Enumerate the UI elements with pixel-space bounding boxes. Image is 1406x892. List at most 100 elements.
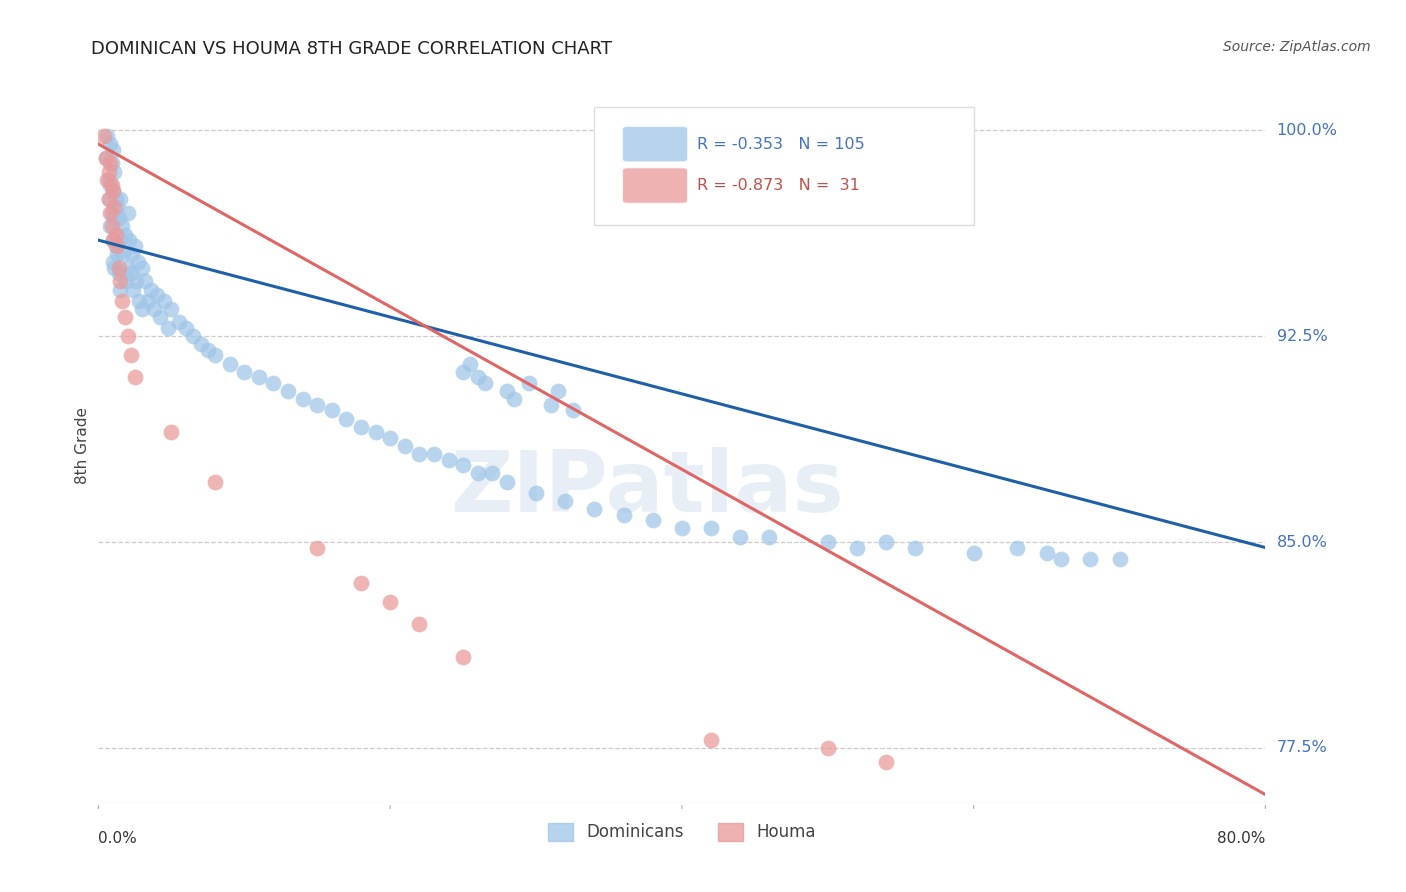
Point [321,403,343,417]
Y-axis label: 8th Grade: 8th Grade [75,408,90,484]
Point [481,467,503,481]
Point [98,178,121,193]
Point [103,164,125,178]
Point [120,266,142,280]
Point [730,530,752,544]
Point [120,348,142,362]
Point [1108,551,1130,566]
Point [451,365,474,379]
Point [758,530,780,544]
Point [101,184,124,198]
Point [149,310,172,324]
Point [96,128,118,143]
Point [181,329,204,343]
Text: 0.0%: 0.0% [98,830,138,846]
Point [408,447,430,461]
FancyBboxPatch shape [595,107,973,225]
Point [100,219,122,234]
Point [105,247,128,261]
Point [547,384,569,398]
Point [350,576,373,591]
Point [1007,541,1029,555]
Point [335,411,357,425]
Point [98,219,121,234]
Point [122,283,145,297]
Point [408,617,430,632]
Point [561,403,583,417]
Point [98,137,121,152]
Point [467,467,489,481]
Point [167,316,190,330]
Point [817,535,839,549]
Point [350,419,373,434]
Point [134,274,156,288]
Point [380,431,402,445]
Point [197,343,219,357]
Point [233,365,256,379]
Point [875,535,897,549]
Point [108,266,131,280]
Point [451,458,474,473]
Point [110,283,132,297]
Point [496,384,519,398]
Point [115,274,138,288]
Point [127,255,149,269]
Point [218,357,240,371]
Point [700,732,723,747]
Point [875,755,897,769]
Point [540,398,562,412]
Point [117,329,139,343]
Point [817,740,839,755]
Point [307,541,329,555]
Point [262,376,284,390]
Text: R = -0.873   N =  31: R = -0.873 N = 31 [697,178,860,193]
Point [962,546,984,560]
Point [100,178,122,193]
Point [105,200,128,214]
Text: R = -0.353   N = 105: R = -0.353 N = 105 [697,136,865,152]
Point [160,425,183,440]
Point [97,192,120,206]
Point [641,513,664,527]
Point [394,439,416,453]
Point [98,156,121,170]
Point [380,595,402,609]
Point [496,475,519,489]
Point [117,260,139,275]
Point [110,192,132,206]
Point [98,205,121,219]
Point [146,288,169,302]
Point [105,238,128,252]
Point [103,200,125,214]
Point [108,260,131,275]
Point [1080,551,1102,566]
Point [104,192,127,206]
Point [136,293,159,308]
Point [364,425,387,440]
Point [1050,551,1073,566]
Point [583,502,606,516]
Point [846,541,869,555]
Point [101,233,124,247]
Point [100,156,122,170]
Point [93,128,115,143]
Point [111,219,134,234]
Point [190,337,212,351]
Point [247,370,270,384]
Point [101,255,124,269]
Point [1035,546,1057,560]
Point [307,398,329,412]
Point [131,260,153,275]
Point [97,173,120,187]
Point [904,541,927,555]
Point [97,164,120,178]
Point [204,348,226,362]
Point [110,233,132,247]
Text: DOMINICAN VS HOUMA 8TH GRADE CORRELATION CHART: DOMINICAN VS HOUMA 8TH GRADE CORRELATION… [91,40,613,58]
Point [101,143,124,157]
Point [108,211,131,226]
Point [423,447,446,461]
Point [96,173,118,187]
Point [101,233,124,247]
Point [118,233,141,247]
